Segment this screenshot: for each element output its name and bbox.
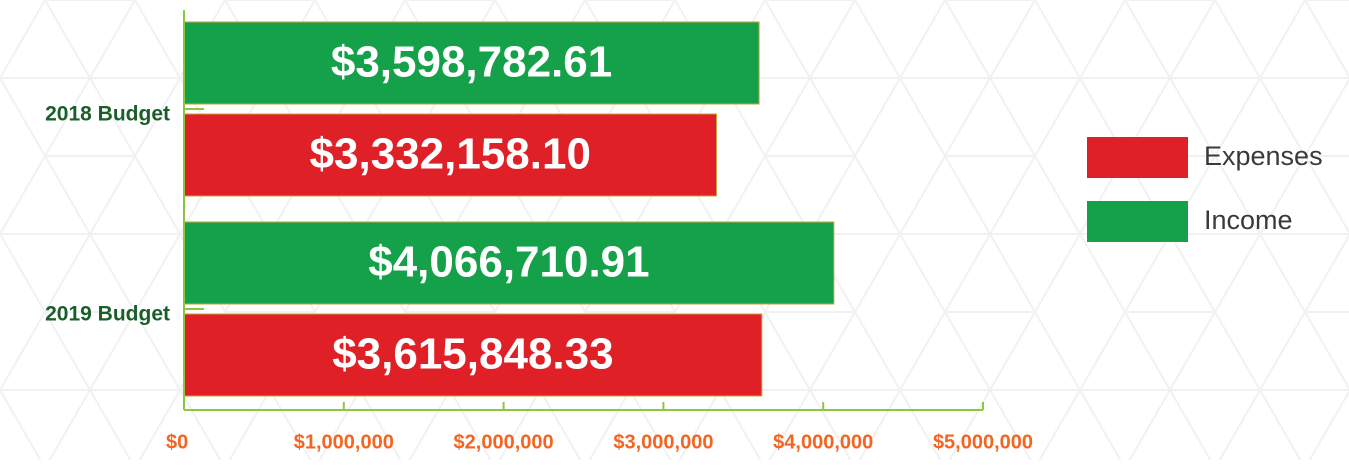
legend-swatch	[1087, 201, 1188, 242]
category-label: 2018 Budget	[45, 103, 170, 126]
legend-label: Income	[1204, 205, 1293, 235]
legend-swatch	[1087, 137, 1188, 178]
data-label: $3,615,848.33	[332, 330, 613, 379]
category-label: 2019 Budget	[45, 303, 170, 326]
data-label: $3,332,158.10	[310, 130, 591, 179]
bar	[183, 221, 835, 305]
x-tick-label: $4,000,000	[773, 431, 873, 453]
bar	[183, 113, 717, 197]
bar	[183, 313, 763, 397]
x-tick-label: $2,000,000	[454, 431, 554, 453]
x-tick-label: $1,000,000	[294, 431, 394, 453]
x-tick-label: $3,000,000	[613, 431, 713, 453]
data-label: $3,598,782.61	[331, 38, 612, 87]
legend-label: Expenses	[1204, 141, 1323, 171]
data-label: $4,066,710.91	[368, 238, 649, 287]
bar	[183, 21, 760, 105]
x-tick-label: $0	[166, 431, 188, 453]
x-tick-label: $5,000,000	[933, 431, 1033, 453]
